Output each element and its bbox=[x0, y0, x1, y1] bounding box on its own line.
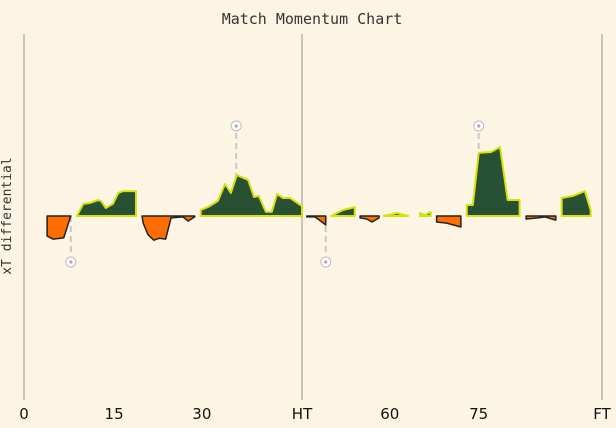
away-momentum-area bbox=[46, 215, 72, 240]
away-momentum-area bbox=[141, 215, 196, 241]
home-momentum-area bbox=[560, 190, 592, 217]
x-tick-label: FT bbox=[593, 405, 611, 423]
away-momentum-area bbox=[435, 215, 462, 228]
x-tick-label: 60 bbox=[380, 405, 399, 423]
chart-title: Match Momentum Chart bbox=[222, 10, 403, 28]
y-axis-label: xT differential bbox=[0, 157, 15, 274]
home-momentum-area bbox=[199, 174, 303, 217]
home-momentum-area bbox=[75, 190, 137, 217]
football-icon-center bbox=[69, 260, 73, 264]
x-tick-label: HT bbox=[292, 405, 313, 423]
away-momentum-area bbox=[525, 215, 557, 221]
football-icon-center bbox=[477, 124, 481, 128]
x-tick-label: 75 bbox=[469, 405, 488, 423]
home-momentum-area bbox=[465, 146, 521, 217]
away-momentum-area bbox=[306, 215, 327, 226]
home-momentum-area bbox=[382, 212, 410, 217]
home-momentum-area bbox=[419, 210, 432, 217]
x-tick-label: 30 bbox=[192, 405, 211, 423]
football-icon-center bbox=[234, 124, 238, 128]
x-tick-label: 0 bbox=[19, 405, 29, 423]
away-momentum-area bbox=[359, 215, 380, 223]
football-icon-center bbox=[324, 260, 328, 264]
home-momentum-area bbox=[330, 206, 356, 217]
x-tick-label: 15 bbox=[105, 405, 124, 423]
